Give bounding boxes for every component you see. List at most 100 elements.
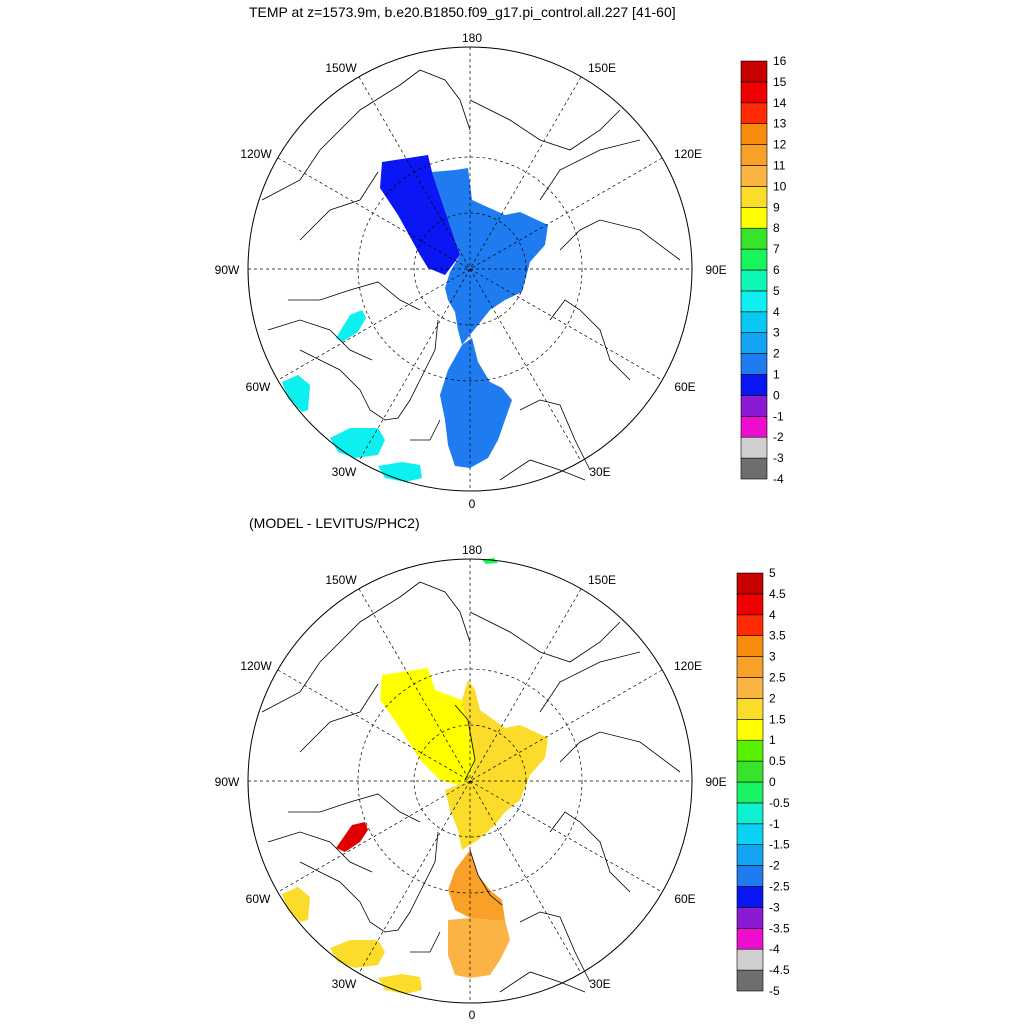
top-colorbar-swatch (740, 457, 768, 480)
bottom-colorbar-swatch (736, 677, 764, 699)
top-colorbar-tick-label: -1 (773, 409, 784, 423)
top-lon-label-90e: 90E (705, 263, 726, 277)
bottom-longitude-labels: 180 150E 120E 90E 60E 30E 0 30W 60W 90W … (215, 543, 727, 1022)
bottom-colorbar-swatch (736, 635, 764, 657)
top-colorbar-swatch (740, 395, 768, 417)
top-field-region-beaufort (380, 155, 460, 275)
bottom-colorbar-swatch (736, 948, 764, 971)
top-panel-title: TEMP at z=1573.9m, b.e20.B1850.f09_g17.p… (249, 4, 676, 20)
top-colorbar-tick-label: 13 (773, 117, 787, 131)
top-colorbar-tick-label: 2 (773, 347, 780, 361)
bottom-colorbar-tick-label: 2 (769, 691, 776, 705)
bottom-colorbar-tick-label: 4.5 (769, 587, 786, 601)
bottom-lon-label-90e: 90E (705, 775, 726, 789)
bottom-colorbar-swatch (736, 698, 764, 720)
bottom-colorbar-swatch (736, 656, 764, 678)
bottom-lon-label-90w: 90W (215, 775, 240, 789)
bottom-colorbar-swatch (736, 927, 764, 950)
top-colorbar-swatch (740, 207, 768, 229)
bottom-lon-label-120w: 120W (240, 659, 272, 673)
top-colorbar-swatch (740, 248, 768, 271)
top-colorbar-swatch (740, 60, 768, 83)
top-colorbar-tick-label: 3 (773, 326, 780, 340)
bottom-colorbar-swatch (736, 593, 764, 616)
bottom-field-region-beaufort (380, 668, 475, 785)
bottom-colorbar-labels: 5 4.5 4 3.5 3 2.5 2 1.5 1 0.5 0 -0.5 -1 -1.5 -2 -2.5 -3 -… (769, 566, 790, 998)
bottom-lon-label-120e: 120E (674, 659, 702, 673)
top-map-border (247, 46, 693, 492)
top-lon-label-150e: 150E (588, 61, 616, 75)
top-field-region-labrador (282, 375, 310, 412)
bottom-colorbar-swatches (736, 572, 764, 992)
bottom-colorbar-tick-label: 1.5 (769, 712, 786, 726)
bottom-colorbar-tick-label: -3 (769, 900, 780, 914)
bottom-graticule (248, 559, 692, 1003)
top-colorbar-tick-label: 0 (773, 388, 780, 402)
bottom-field-region-baffin (336, 822, 368, 852)
bottom-colorbar-tick-label: -1.5 (769, 838, 790, 852)
top-polar-map: 180 150E 120E 90E 60E 30E 0 30W 60W 90W … (215, 31, 787, 511)
bottom-colorbar-swatch (736, 844, 764, 866)
top-colorbar-tick-label: 16 (773, 54, 787, 68)
bottom-colorbar-swatch (736, 969, 764, 992)
top-colorbar-swatches (740, 60, 768, 480)
bottom-lon-label-60w: 60W (246, 892, 271, 906)
bottom-lon-label-30e: 30E (589, 977, 610, 991)
bottom-colorbar-tick-label: -0.5 (769, 796, 790, 810)
bottom-polar-map: 180 150E 120E 90E 60E 30E 0 30W 60W 90W … (215, 543, 790, 1022)
top-colorbar-tick-label: 12 (773, 138, 787, 152)
top-lon-label-0: 0 (469, 497, 476, 511)
top-field-region-irminger (330, 428, 385, 458)
bottom-field-region-iceland-basin (378, 974, 422, 994)
bottom-lon-label-60e: 60E (674, 892, 695, 906)
top-colorbar-tick-label: 6 (773, 263, 780, 277)
top-temperature-field (282, 155, 548, 482)
top-colorbar-tick-label: 8 (773, 221, 780, 235)
bottom-field-region-norwegian (448, 918, 510, 978)
top-colorbar-tick-label: 4 (773, 305, 780, 319)
top-field-region-baffin (336, 310, 366, 342)
bottom-colorbar-tick-label: -1 (769, 817, 780, 831)
bottom-colorbar-tick-label: -4.5 (769, 963, 790, 977)
bottom-lon-label-0: 0 (469, 1008, 476, 1022)
top-colorbar-swatch (740, 102, 768, 125)
bottom-colorbar-tick-label: -4 (769, 942, 780, 956)
bottom-colorbar-swatch (736, 614, 764, 636)
top-colorbar-swatch (740, 353, 768, 375)
bottom-field-region-bering (482, 558, 498, 564)
bottom-map-border (247, 558, 693, 1004)
bottom-colorbar-tick-label: -2.5 (769, 880, 790, 894)
top-field-region-fram-norwegian (440, 338, 512, 468)
top-field-region-central-arctic (432, 168, 548, 345)
bottom-difference-field (282, 558, 548, 994)
top-lon-label-30e: 30E (589, 465, 610, 479)
bottom-colorbar-swatch (736, 802, 764, 825)
top-colorbar-swatch (740, 311, 768, 333)
top-longitude-labels: 180 150E 120E 90E 60E 30E 0 30W 60W 90W … (215, 31, 727, 511)
top-lon-label-90w: 90W (215, 263, 240, 277)
top-colorbar-swatch (740, 186, 768, 208)
top-lon-label-30w: 30W (332, 465, 357, 479)
top-lon-label-120w: 120W (240, 147, 272, 161)
top-colorbar-tick-label: 10 (773, 179, 787, 193)
bottom-colorbar-swatch (736, 572, 764, 595)
top-colorbar-swatch (740, 227, 768, 250)
bottom-colorbar-tick-label: -3.5 (769, 921, 790, 935)
bottom-colorbar-swatch (736, 739, 764, 762)
bottom-lon-label-150e: 150E (588, 573, 616, 587)
top-colorbar-tick-label: 5 (773, 284, 780, 298)
top-colorbar-swatch (740, 144, 768, 166)
bottom-field-region-irminger (330, 940, 385, 968)
top-lon-label-60e: 60E (674, 380, 695, 394)
bottom-colorbar-tick-label: 5 (769, 566, 776, 580)
bottom-colorbar-tick-label: -5 (769, 984, 780, 998)
top-colorbar-swatch (740, 269, 768, 292)
bottom-colorbar-swatch (736, 865, 764, 887)
bottom-lon-label-150w: 150W (325, 573, 357, 587)
top-colorbar-swatch (740, 436, 768, 459)
top-lon-label-150w: 150W (325, 61, 357, 75)
bottom-colorbar-tick-label: 3 (769, 650, 776, 664)
bottom-colorbar-tick-label: 4 (769, 608, 776, 622)
